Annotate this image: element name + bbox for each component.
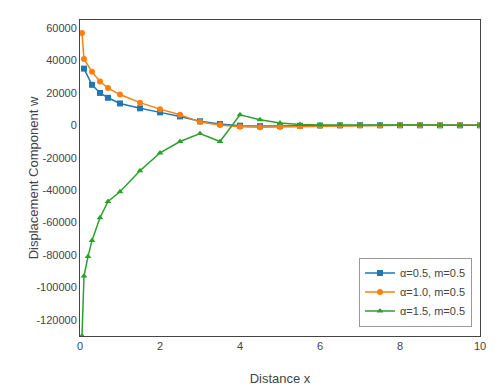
svg-text:6: 6 [317, 340, 323, 352]
svg-text:α=0.5, m=0.5: α=0.5, m=0.5 [400, 267, 465, 279]
svg-text:10: 10 [474, 340, 486, 352]
svg-text:20000: 20000 [46, 87, 77, 99]
svg-text:-100000: -100000 [36, 281, 76, 293]
svg-text:-20000: -20000 [43, 152, 77, 164]
svg-text:α=1.5, m=0.5: α=1.5, m=0.5 [400, 305, 465, 317]
svg-text:Displacement Component w: Displacement Component w [26, 96, 41, 259]
svg-text:α=1.0, m=0.5: α=1.0, m=0.5 [400, 286, 465, 298]
svg-text:0: 0 [71, 119, 77, 131]
svg-text:8: 8 [397, 340, 403, 352]
svg-text:40000: 40000 [46, 54, 77, 66]
svg-text:-60000: -60000 [43, 216, 77, 228]
svg-text:4: 4 [237, 340, 243, 352]
svg-text:60000: 60000 [46, 22, 77, 34]
svg-text:2: 2 [157, 340, 163, 352]
svg-text:-40000: -40000 [43, 184, 77, 196]
svg-text:0: 0 [77, 340, 83, 352]
svg-text:-80000: -80000 [43, 249, 77, 261]
svg-text:-120000: -120000 [36, 314, 76, 326]
svg-text:Distance x: Distance x [250, 371, 311, 386]
